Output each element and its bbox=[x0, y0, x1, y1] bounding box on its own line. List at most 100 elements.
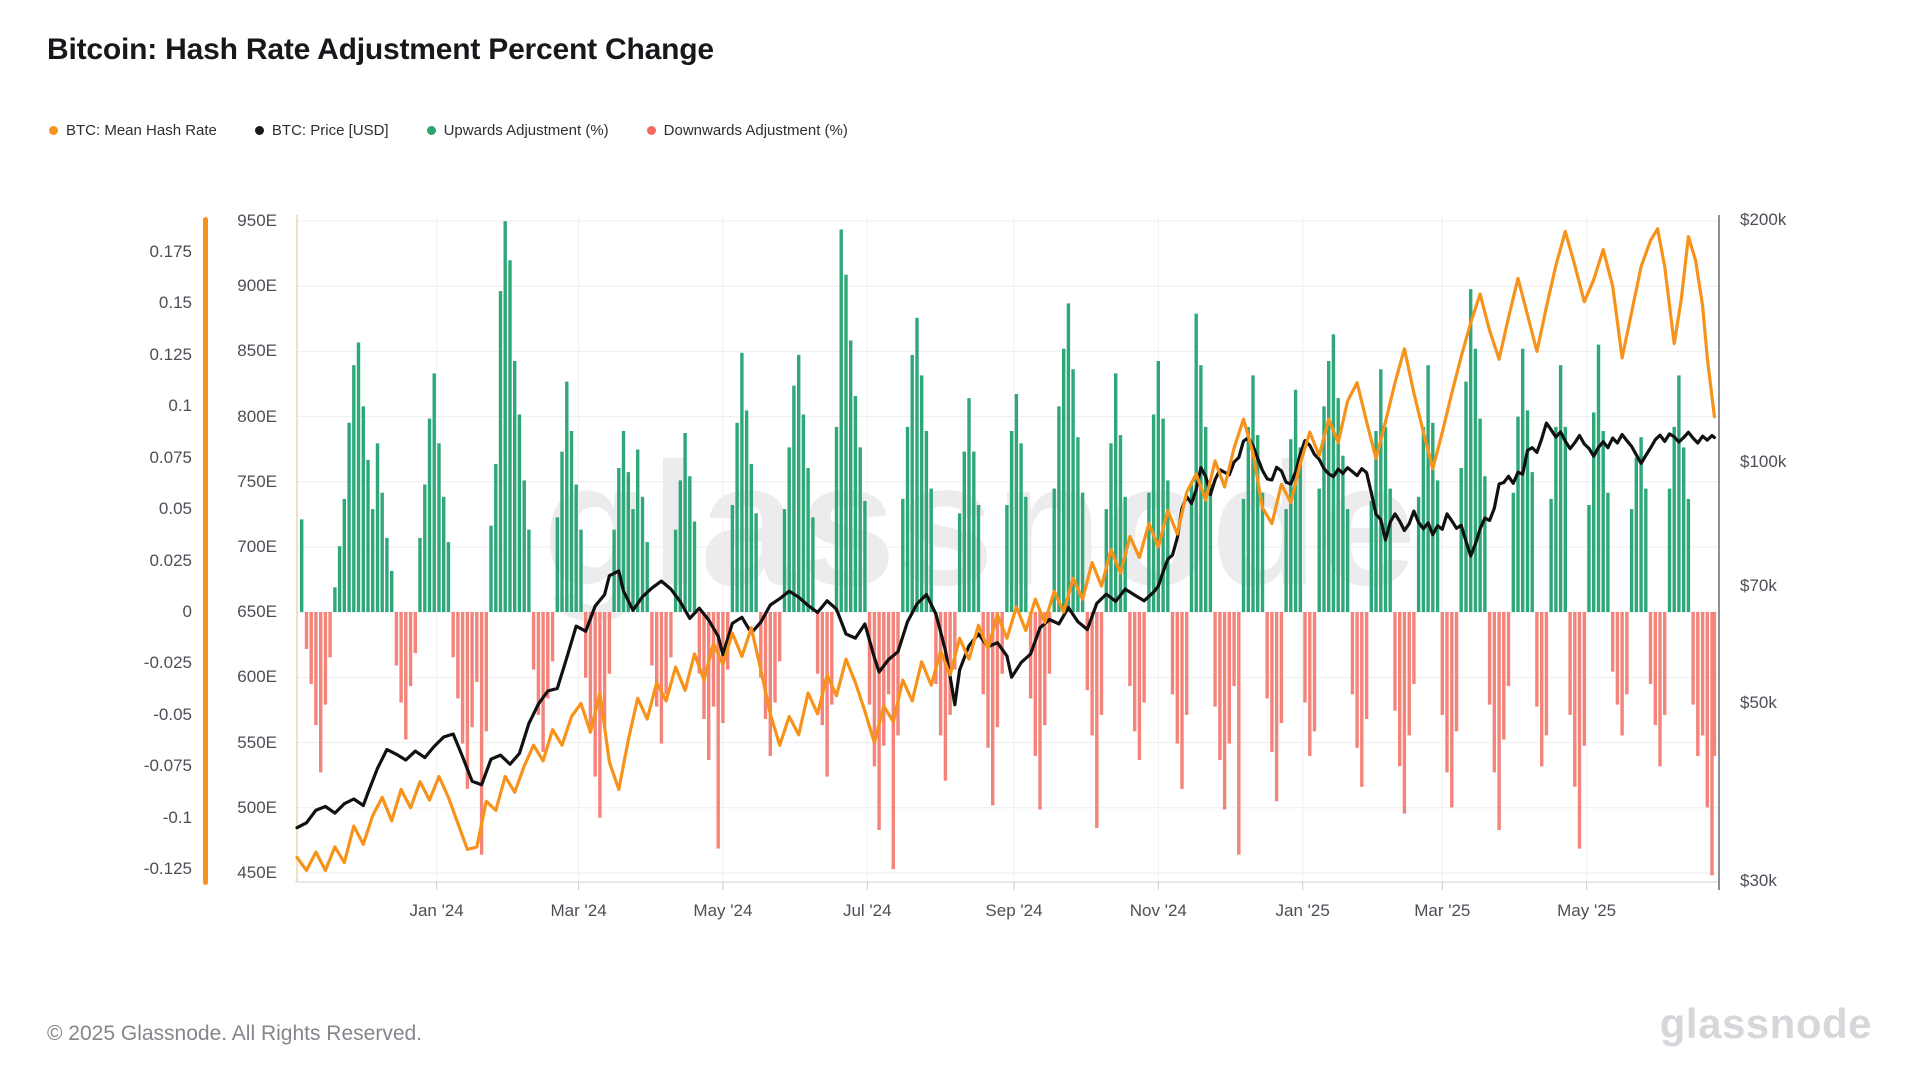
up-adjustment-bar[interactable] bbox=[442, 496, 446, 612]
up-adjustment-bar[interactable] bbox=[806, 468, 810, 612]
up-adjustment-bar[interactable] bbox=[352, 365, 356, 612]
up-adjustment-bar[interactable] bbox=[347, 422, 351, 612]
down-adjustment-bar[interactable] bbox=[1582, 612, 1586, 746]
up-adjustment-bar[interactable] bbox=[1151, 414, 1156, 613]
down-adjustment-bar[interactable] bbox=[707, 612, 711, 761]
down-adjustment-bar[interactable] bbox=[1085, 612, 1089, 691]
down-adjustment-bar[interactable] bbox=[550, 612, 555, 662]
down-adjustment-bar[interactable] bbox=[1454, 612, 1459, 732]
down-adjustment-bar[interactable] bbox=[1218, 612, 1222, 761]
up-adjustment-bar[interactable] bbox=[1076, 437, 1080, 612]
up-adjustment-bar[interactable] bbox=[957, 513, 962, 612]
up-adjustment-bar[interactable] bbox=[1369, 500, 1373, 612]
up-adjustment-bar[interactable] bbox=[1426, 365, 1430, 612]
up-adjustment-bar[interactable] bbox=[1189, 484, 1194, 613]
up-adjustment-bar[interactable] bbox=[929, 488, 933, 612]
down-adjustment-bar[interactable] bbox=[1620, 612, 1624, 736]
up-adjustment-bar[interactable] bbox=[1525, 410, 1530, 612]
down-adjustment-bar[interactable] bbox=[815, 612, 820, 674]
up-adjustment-bar[interactable] bbox=[1478, 418, 1482, 612]
up-adjustment-bar[interactable] bbox=[1256, 435, 1260, 612]
up-adjustment-bar[interactable] bbox=[569, 431, 574, 612]
up-adjustment-bar[interactable] bbox=[901, 498, 905, 612]
down-adjustment-bar[interactable] bbox=[328, 612, 332, 658]
up-adjustment-bar[interactable] bbox=[749, 463, 753, 612]
down-adjustment-bar[interactable] bbox=[943, 612, 948, 781]
up-adjustment-bar[interactable] bbox=[730, 505, 735, 612]
up-adjustment-bar[interactable] bbox=[1644, 488, 1648, 612]
up-adjustment-bar[interactable] bbox=[744, 410, 749, 612]
down-adjustment-bar[interactable] bbox=[655, 612, 659, 707]
up-adjustment-bar[interactable] bbox=[1686, 498, 1691, 612]
up-adjustment-bar[interactable] bbox=[427, 418, 432, 612]
down-adjustment-bar[interactable] bbox=[948, 612, 952, 715]
up-adjustment-bar[interactable] bbox=[1521, 348, 1525, 612]
up-adjustment-bar[interactable] bbox=[792, 385, 796, 612]
up-adjustment-bar[interactable] bbox=[1421, 426, 1426, 612]
down-adjustment-bar[interactable] bbox=[768, 612, 772, 756]
down-adjustment-bar[interactable] bbox=[716, 612, 720, 849]
down-adjustment-bar[interactable] bbox=[867, 612, 872, 705]
up-adjustment-bar[interactable] bbox=[560, 451, 564, 612]
up-adjustment-bar[interactable] bbox=[1104, 509, 1108, 612]
down-adjustment-bar[interactable] bbox=[721, 612, 725, 724]
up-adjustment-bar[interactable] bbox=[1336, 398, 1340, 612]
up-adjustment-bar[interactable] bbox=[1284, 509, 1288, 612]
up-adjustment-bar[interactable] bbox=[787, 447, 791, 612]
up-adjustment-bar[interactable] bbox=[1379, 369, 1383, 612]
down-adjustment-bar[interactable] bbox=[778, 612, 782, 662]
up-adjustment-bar[interactable] bbox=[631, 509, 635, 612]
up-adjustment-bar[interactable] bbox=[1327, 361, 1331, 612]
down-adjustment-bar[interactable] bbox=[1350, 612, 1355, 695]
down-adjustment-bar[interactable] bbox=[1615, 612, 1620, 705]
up-adjustment-bar[interactable] bbox=[1383, 426, 1388, 612]
down-adjustment-bar[interactable] bbox=[465, 612, 470, 789]
down-adjustment-bar[interactable] bbox=[1710, 612, 1714, 876]
up-adjustment-bar[interactable] bbox=[1260, 492, 1265, 612]
legend-item-upwards-adjustment[interactable]: Upwards Adjustment (%) bbox=[426, 122, 609, 139]
down-adjustment-bar[interactable] bbox=[1133, 612, 1137, 732]
down-adjustment-bar[interactable] bbox=[1180, 612, 1184, 789]
up-adjustment-bar[interactable] bbox=[858, 447, 862, 612]
up-adjustment-bar[interactable] bbox=[375, 443, 380, 612]
up-adjustment-bar[interactable] bbox=[683, 433, 687, 612]
down-adjustment-bar[interactable] bbox=[1487, 612, 1492, 705]
down-adjustment-bar[interactable] bbox=[593, 612, 597, 777]
down-adjustment-bar[interactable] bbox=[1611, 612, 1615, 672]
up-adjustment-bar[interactable] bbox=[924, 431, 929, 612]
mean-hash-rate-line[interactable] bbox=[295, 227, 1716, 872]
down-adjustment-bar[interactable] bbox=[938, 612, 943, 736]
down-adjustment-bar[interactable] bbox=[309, 612, 313, 684]
up-adjustment-bar[interactable] bbox=[432, 373, 436, 612]
down-adjustment-bar[interactable] bbox=[697, 612, 701, 674]
down-adjustment-bar[interactable] bbox=[1232, 612, 1236, 687]
down-adjustment-bar[interactable] bbox=[872, 612, 877, 767]
up-adjustment-bar[interactable] bbox=[626, 472, 630, 612]
down-adjustment-bar[interactable] bbox=[1440, 612, 1444, 715]
down-adjustment-bar[interactable] bbox=[1170, 612, 1175, 695]
up-adjustment-bar[interactable] bbox=[1341, 455, 1345, 612]
up-adjustment-bar[interactable] bbox=[333, 587, 337, 612]
up-adjustment-bar[interactable] bbox=[494, 463, 498, 612]
up-adjustment-bar[interactable] bbox=[636, 449, 640, 613]
down-adjustment-bar[interactable] bbox=[1696, 612, 1700, 756]
up-adjustment-bar[interactable] bbox=[905, 426, 910, 612]
down-adjustment-bar[interactable] bbox=[1412, 612, 1416, 684]
up-adjustment-bar[interactable] bbox=[849, 340, 853, 613]
up-adjustment-bar[interactable] bbox=[1019, 443, 1023, 612]
up-adjustment-bar[interactable] bbox=[1596, 344, 1601, 612]
down-adjustment-bar[interactable] bbox=[1663, 612, 1667, 715]
down-adjustment-bar[interactable] bbox=[394, 612, 399, 666]
down-adjustment-bar[interactable] bbox=[1265, 612, 1269, 699]
up-adjustment-bar[interactable] bbox=[1469, 289, 1473, 612]
up-adjustment-bar[interactable] bbox=[565, 381, 569, 612]
up-adjustment-bar[interactable] bbox=[1345, 509, 1350, 612]
up-adjustment-bar[interactable] bbox=[1435, 480, 1440, 612]
down-adjustment-bar[interactable] bbox=[1445, 612, 1449, 773]
up-adjustment-bar[interactable] bbox=[390, 570, 394, 612]
down-adjustment-bar[interactable] bbox=[479, 612, 484, 855]
down-adjustment-bar[interactable] bbox=[1355, 612, 1359, 748]
up-adjustment-bar[interactable] bbox=[1057, 406, 1061, 612]
up-adjustment-bar[interactable] bbox=[1024, 496, 1028, 612]
down-adjustment-bar[interactable] bbox=[986, 612, 990, 748]
